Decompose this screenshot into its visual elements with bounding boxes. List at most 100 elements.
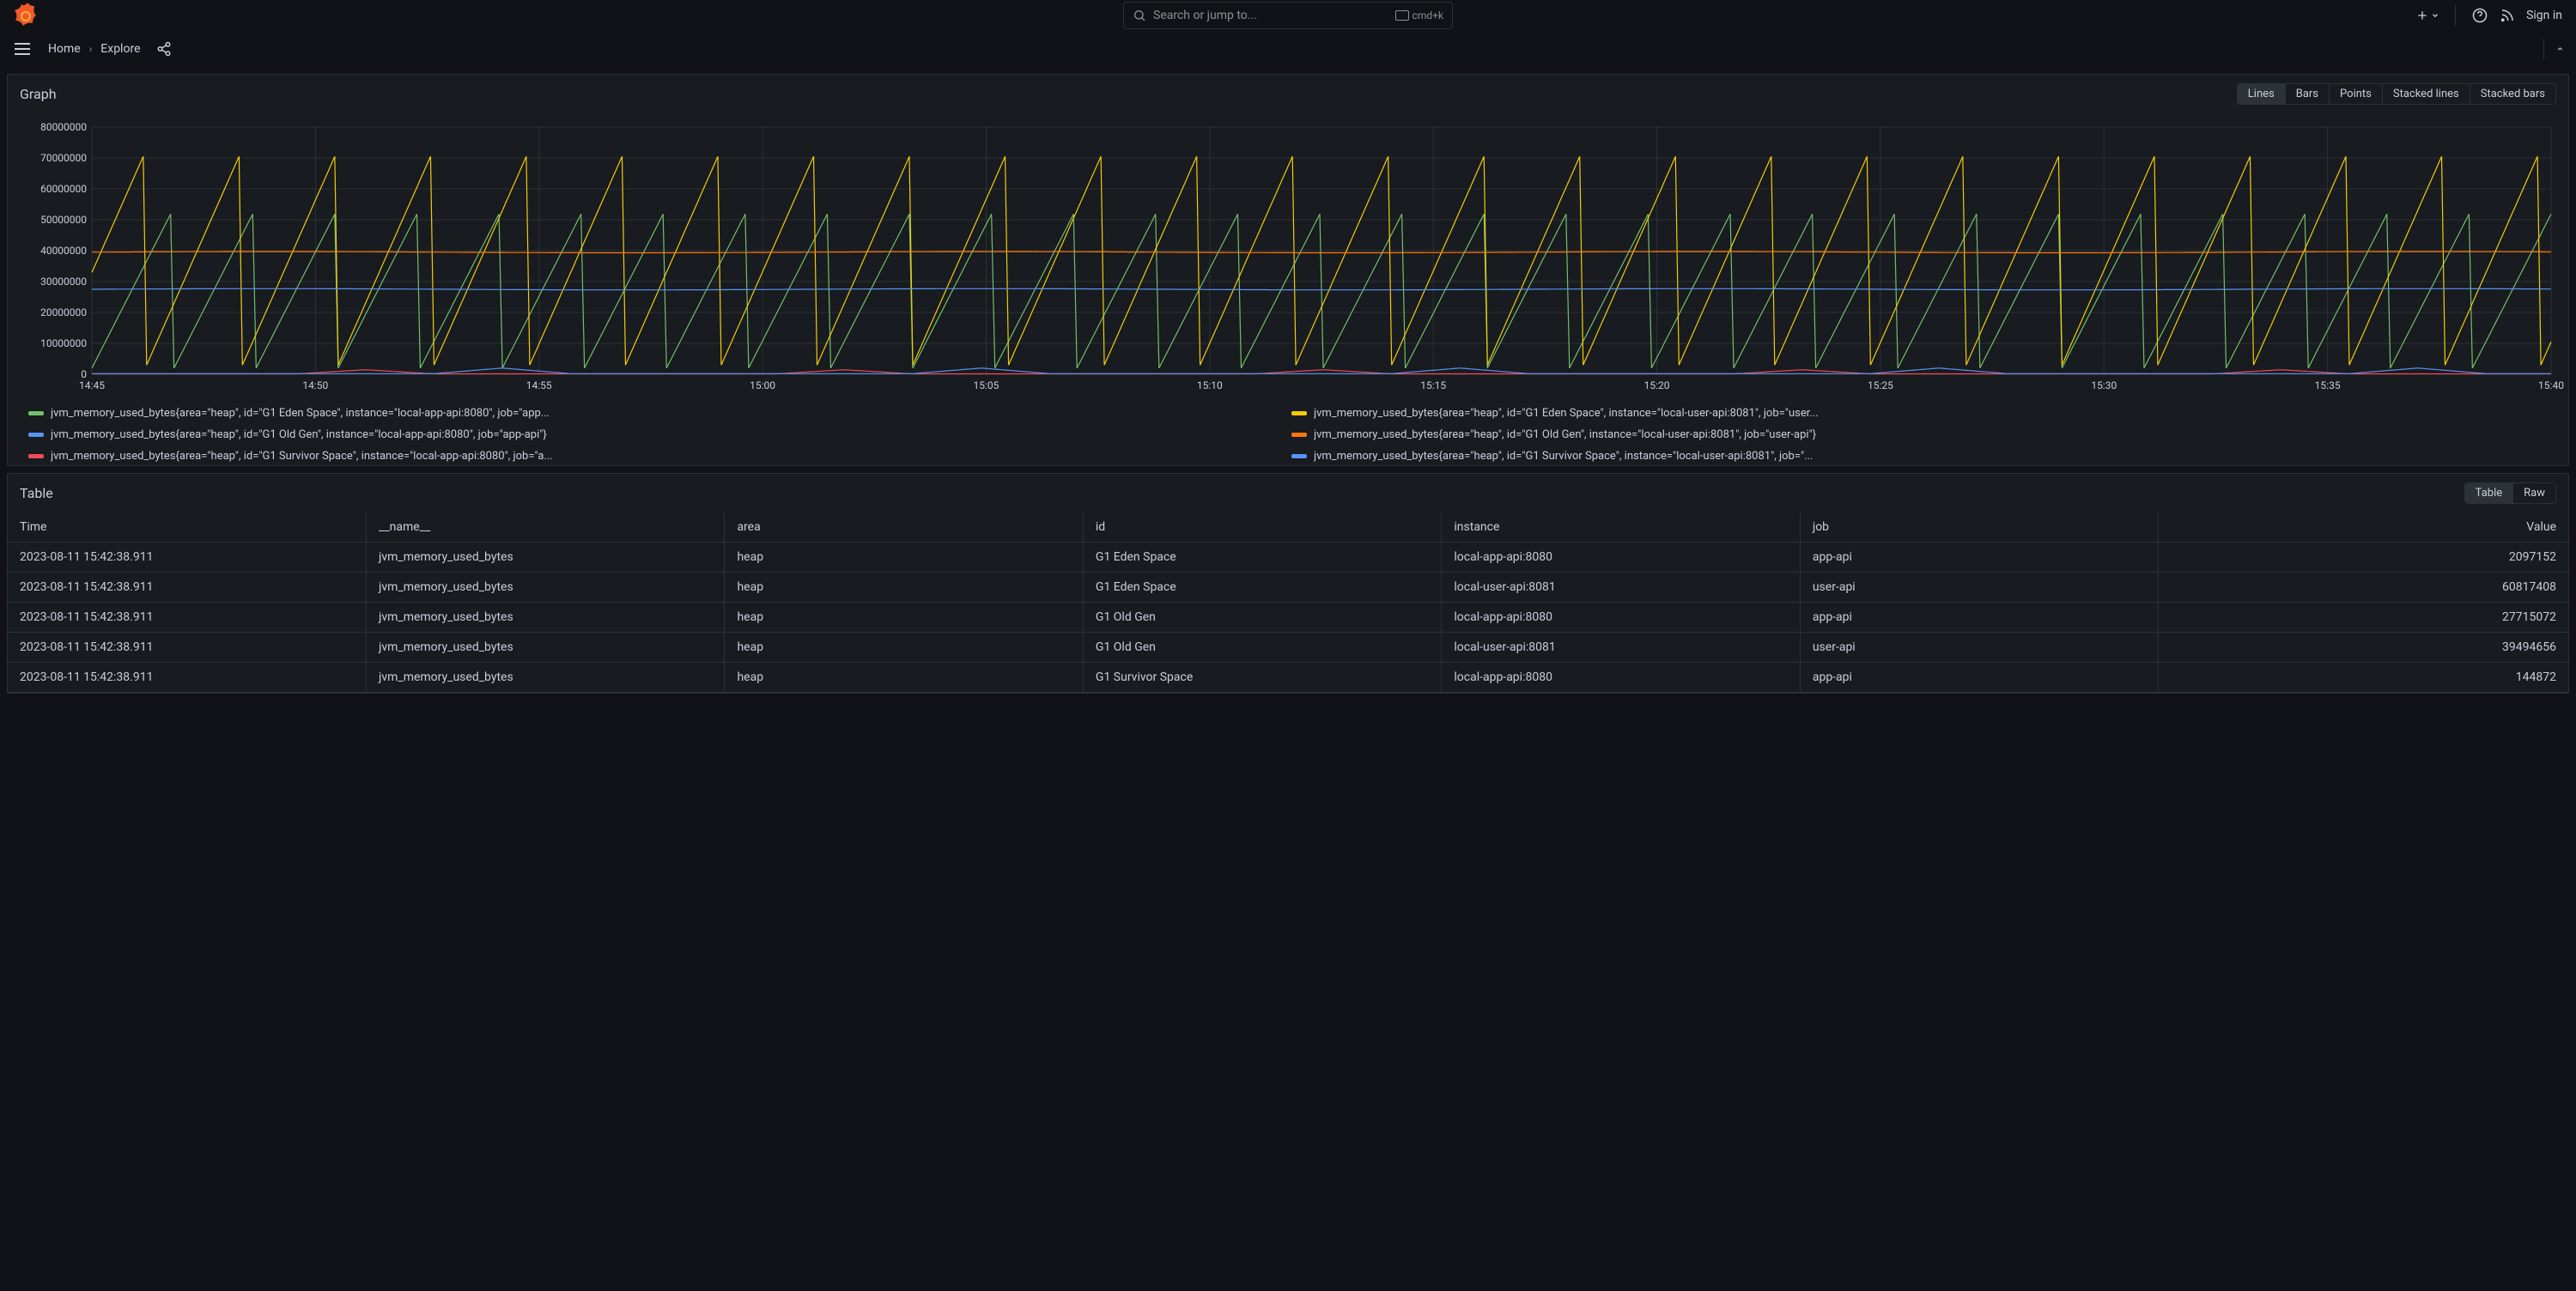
legend-swatch [1291,411,1307,415]
x-tick-label: 15:25 [1868,379,1893,391]
col--name-[interactable]: __name__ [366,512,724,542]
x-tick-label: 14:50 [302,379,328,391]
x-tick-label: 15:00 [750,379,775,391]
legend-swatch [28,433,44,437]
x-axis-labels: 14:4514:5014:5515:0015:0515:1015:1515:20… [92,379,2551,397]
table-cell: user-api [1800,573,2158,603]
table-mode-group: TableRaw [2464,482,2556,504]
table-cell: G1 Old Gen [1083,603,1441,633]
x-tick-label: 15:20 [1644,379,1670,391]
col-area[interactable]: area [725,512,1083,542]
grafana-logo[interactable] [14,2,41,29]
table-cell: 2023-08-11 15:42:38.911 [8,663,366,693]
table-row[interactable]: 2023-08-11 15:42:38.911jvm_memory_used_b… [8,603,2568,633]
mode-points[interactable]: Points [2329,84,2382,104]
menu-toggle[interactable] [12,39,33,59]
table-cell: G1 Eden Space [1083,573,1441,603]
table-cell: G1 Survivor Space [1083,663,1441,693]
chart-area: 0100000002000000030000000400000005000000… [8,113,2568,465]
x-tick-label: 14:55 [526,379,552,391]
y-tick-label: 30000000 [40,276,87,288]
y-tick-label: 0 [81,368,87,379]
legend-label: jvm_memory_used_bytes{area="heap", id="G… [1314,450,1813,463]
divider [2455,5,2456,26]
legend-item[interactable]: jvm_memory_used_bytes{area="heap", id="G… [1288,450,2551,463]
chevron-up-icon [2556,43,2564,55]
chart-legend: jvm_memory_used_bytes{area="heap", id="G… [16,397,2560,475]
table-cell: local-user-api:8081 [1442,573,1800,603]
table-cell: 27715072 [2159,603,2568,633]
table-row[interactable]: 2023-08-11 15:42:38.911jvm_memory_used_b… [8,633,2568,663]
add-dropdown[interactable] [2415,9,2439,22]
table-row[interactable]: 2023-08-11 15:42:38.911jvm_memory_used_b… [8,542,2568,573]
search-kbd-hint: cmd+k [1395,9,1443,21]
help-button[interactable] [2471,7,2488,24]
table-cell: app-api [1800,542,2158,573]
table-cell: local-app-api:8080 [1442,603,1800,633]
mode-raw[interactable]: Raw [2512,483,2555,503]
news-button[interactable] [2499,7,2516,24]
table-cell: local-app-api:8080 [1442,542,1800,573]
table-cell: heap [725,603,1083,633]
table-row[interactable]: 2023-08-11 15:42:38.911jvm_memory_used_b… [8,663,2568,693]
graph-mode-group: LinesBarsPointsStacked linesStacked bars [2237,83,2556,105]
topbar-right: Sign in [2415,5,2562,26]
signin-link[interactable]: Sign in [2526,9,2562,22]
legend-item[interactable]: jvm_memory_used_bytes{area="heap", id="G… [25,450,1288,463]
mode-stacked-lines[interactable]: Stacked lines [2382,84,2470,104]
graph-panel-head: Graph LinesBarsPointsStacked linesStacke… [8,75,2568,113]
share-button[interactable] [156,41,172,57]
y-tick-label: 20000000 [40,306,87,318]
table-cell: app-api [1800,603,2158,633]
col-instance[interactable]: instance [1442,512,1800,542]
table-cell: heap [725,633,1083,663]
mode-bars[interactable]: Bars [2285,84,2329,104]
table-cell: 2023-08-11 15:42:38.911 [8,633,366,663]
search-wrap: Search or jump to... cmd+k [1123,2,1453,29]
series-line [92,214,2551,367]
y-tick-label: 10000000 [40,337,87,349]
search-box[interactable]: Search or jump to... cmd+k [1123,2,1453,29]
x-tick-label: 15:40 [2538,379,2564,391]
mode-stacked-bars[interactable]: Stacked bars [2470,84,2555,104]
table-cell: local-user-api:8081 [1442,633,1800,663]
legend-item[interactable]: jvm_memory_used_bytes{area="heap", id="G… [1288,407,2551,420]
legend-item[interactable]: jvm_memory_used_bytes{area="heap", id="G… [25,428,1288,441]
table-cell: 144872 [2159,663,2568,693]
x-tick-label: 15:05 [974,379,999,391]
graph-panel: Graph LinesBarsPointsStacked linesStacke… [7,74,2569,466]
collapse-button[interactable] [2543,39,2564,59]
y-tick-label: 70000000 [40,152,87,164]
legend-label: jvm_memory_used_bytes{area="heap", id="G… [1314,407,1819,420]
rss-icon [2500,8,2515,23]
legend-item[interactable]: jvm_memory_used_bytes{area="heap", id="G… [25,407,1288,420]
table-cell: heap [725,573,1083,603]
breadcrumb-explore[interactable]: Explore [100,42,140,56]
legend-label: jvm_memory_used_bytes{area="heap", id="G… [51,428,547,441]
x-tick-label: 14:45 [79,379,105,391]
table-row[interactable]: 2023-08-11 15:42:38.911jvm_memory_used_b… [8,573,2568,603]
table-cell: jvm_memory_used_bytes [366,633,724,663]
table-cell: G1 Eden Space [1083,542,1441,573]
table-cell: app-api [1800,663,2158,693]
breadcrumb-home[interactable]: Home [48,42,81,56]
share-icon [156,41,172,57]
table-body: 2023-08-11 15:42:38.911jvm_memory_used_b… [8,542,2568,693]
x-tick-label: 15:15 [1420,379,1446,391]
mode-table[interactable]: Table [2465,483,2512,503]
legend-swatch [28,411,44,415]
table-cell: jvm_memory_used_bytes [366,573,724,603]
table-cell: G1 Old Gen [1083,633,1441,663]
col-time[interactable]: Time [8,512,366,542]
legend-item[interactable]: jvm_memory_used_bytes{area="heap", id="G… [1288,428,2551,441]
col-job[interactable]: job [1800,512,2158,542]
kbd-text: cmd+k [1413,9,1443,21]
col-value[interactable]: Value [2159,512,2568,542]
legend-swatch [1291,433,1307,437]
table-cell: 2023-08-11 15:42:38.911 [8,603,366,633]
col-id[interactable]: id [1083,512,1441,542]
mode-lines[interactable]: Lines [2238,84,2285,104]
chart-svg[interactable]: 0100000002000000030000000400000005000000… [16,122,2560,379]
y-tick-label: 80000000 [40,122,87,133]
table-cell: 2097152 [2159,542,2568,573]
